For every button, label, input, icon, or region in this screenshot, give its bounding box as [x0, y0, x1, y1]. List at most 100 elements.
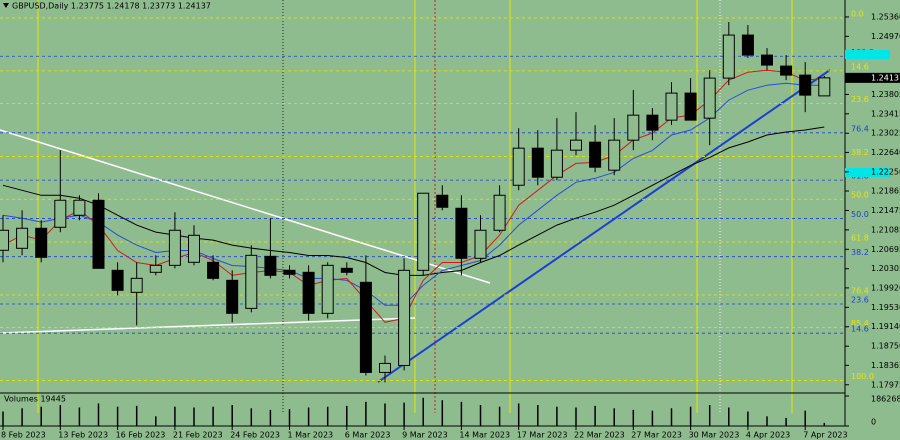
candle-body — [646, 114, 659, 131]
candle-body — [550, 149, 563, 178]
title-icon — [3, 3, 9, 8]
x-tick-label: 17 Mar 2023 — [517, 431, 568, 440]
y-tick-label: 1.21865 — [871, 187, 900, 196]
candle-body — [340, 267, 353, 273]
candle-body — [531, 147, 544, 178]
x-tick-label: 22 Mar 2023 — [574, 431, 625, 440]
candle-body — [608, 139, 621, 171]
candle-body — [226, 279, 239, 314]
annotations — [0, 0, 831, 413]
y-tick-label: 1.23415 — [871, 109, 900, 118]
volume-tick-label: 0 — [871, 418, 876, 427]
candle-body — [283, 269, 296, 275]
fib-label: 76.4 — [851, 286, 869, 295]
y-tick-label: 1.18750 — [871, 342, 900, 351]
fib-label: 14.6 — [851, 325, 869, 334]
indicator-line — [2, 126, 825, 276]
y-tick-label: 1.23025 — [871, 129, 900, 138]
candle-body — [111, 269, 124, 291]
fib-label: 76.4 — [851, 124, 869, 133]
fib-label: 61.8 — [851, 234, 869, 243]
current-price-box — [845, 72, 900, 83]
candle-body — [359, 281, 372, 373]
candle-body — [455, 207, 468, 259]
current-price-label: 1.24137 — [871, 73, 900, 82]
fib-label: 50.0 — [851, 210, 869, 219]
candle-body — [589, 141, 602, 168]
candle-body — [761, 54, 773, 66]
candle-body — [168, 229, 181, 266]
indicator-line — [2, 82, 825, 306]
candle-body — [188, 234, 200, 263]
y-tick-label: 1.21085 — [871, 225, 900, 234]
y-tick-label: 1.19920 — [871, 283, 900, 292]
y-tick-label: 1.18365 — [871, 361, 900, 370]
candle-body — [493, 194, 506, 231]
candle-body — [321, 264, 334, 314]
y-tick-label: 1.23805 — [871, 90, 900, 99]
candle-body — [703, 77, 716, 119]
fib-label: 38.2 — [851, 148, 869, 157]
x-tick-label: 9 Mar 2023 — [402, 431, 448, 440]
y-tick-label: 1.21475 — [871, 206, 900, 215]
x-tick-label: 4 Apr 2023 — [746, 431, 790, 440]
candle-body — [0, 229, 9, 251]
candle-body — [245, 254, 258, 309]
volume-title: Volumes 19445 — [4, 395, 66, 404]
trend-line — [377, 69, 831, 383]
trend-line — [0, 317, 416, 334]
x-tick-label: 13 Feb 2023 — [58, 431, 108, 440]
candle-body — [665, 92, 678, 121]
candle-body — [379, 362, 391, 373]
y-tick-label: 1.24970 — [871, 32, 900, 41]
y-tick-label: 1.25360 — [871, 12, 900, 21]
candle-body — [722, 34, 735, 79]
fib-label: 23.6 — [851, 95, 869, 104]
fib-label: 85.4 — [851, 319, 869, 328]
candle-body — [398, 269, 411, 366]
x-tick-label: 16 Feb 2023 — [116, 431, 166, 440]
candle-body — [302, 271, 315, 314]
candle-body — [149, 264, 162, 273]
chart-title: GBPUSD,Daily 1.23775 1.24178 1.23773 1.2… — [12, 2, 211, 11]
fib-label: 23.6 — [851, 296, 869, 305]
fib-label: 50.0 — [851, 191, 869, 200]
alert-marker — [845, 168, 890, 177]
candle-body — [512, 147, 525, 186]
price-axis: 1.25360 1.24970 1.23805 1.23415 1.23025 1.226… — [845, 12, 900, 389]
y-tick-label: 1.20695 — [871, 245, 900, 254]
candle-body — [73, 199, 86, 216]
y-tick-label: 1.22250 — [871, 167, 900, 176]
x-tick-label: 24 Feb 2023 — [230, 431, 280, 440]
volume-tick-label: 186268 — [871, 395, 900, 404]
fib-label: 0.0 — [851, 9, 864, 18]
candles — [0, 22, 831, 383]
x-tick-label: 8 Feb 2023 — [1, 431, 46, 440]
x-tick-label: 1 Mar 2023 — [288, 431, 334, 440]
candle-body — [570, 139, 582, 151]
volume-pane: 0 186268 — [2, 395, 900, 427]
x-tick-label: 7 Apr 2023 — [803, 431, 847, 440]
candle-body — [474, 229, 487, 259]
candle-body — [799, 74, 812, 96]
x-tick-label: 30 Mar 2023 — [689, 431, 740, 440]
candle-body — [207, 261, 220, 279]
x-tick-label: 6 Mar 2023 — [345, 431, 391, 440]
candle-body — [436, 194, 449, 208]
candle-body — [741, 34, 754, 56]
candle-body — [264, 255, 277, 276]
y-tick-label: 1.22640 — [871, 148, 900, 157]
trend-line — [0, 129, 491, 284]
candle-body — [417, 192, 430, 271]
candle-body — [130, 277, 143, 293]
candle-body — [780, 65, 793, 76]
x-tick-label: 27 Mar 2023 — [631, 431, 682, 440]
candle-body — [818, 77, 831, 97]
candle-body — [92, 199, 105, 269]
fib-label: 38.2 — [851, 248, 869, 257]
candle-body — [54, 199, 67, 228]
candle-body — [35, 227, 48, 258]
y-tick-label: 1.17975 — [871, 380, 900, 389]
